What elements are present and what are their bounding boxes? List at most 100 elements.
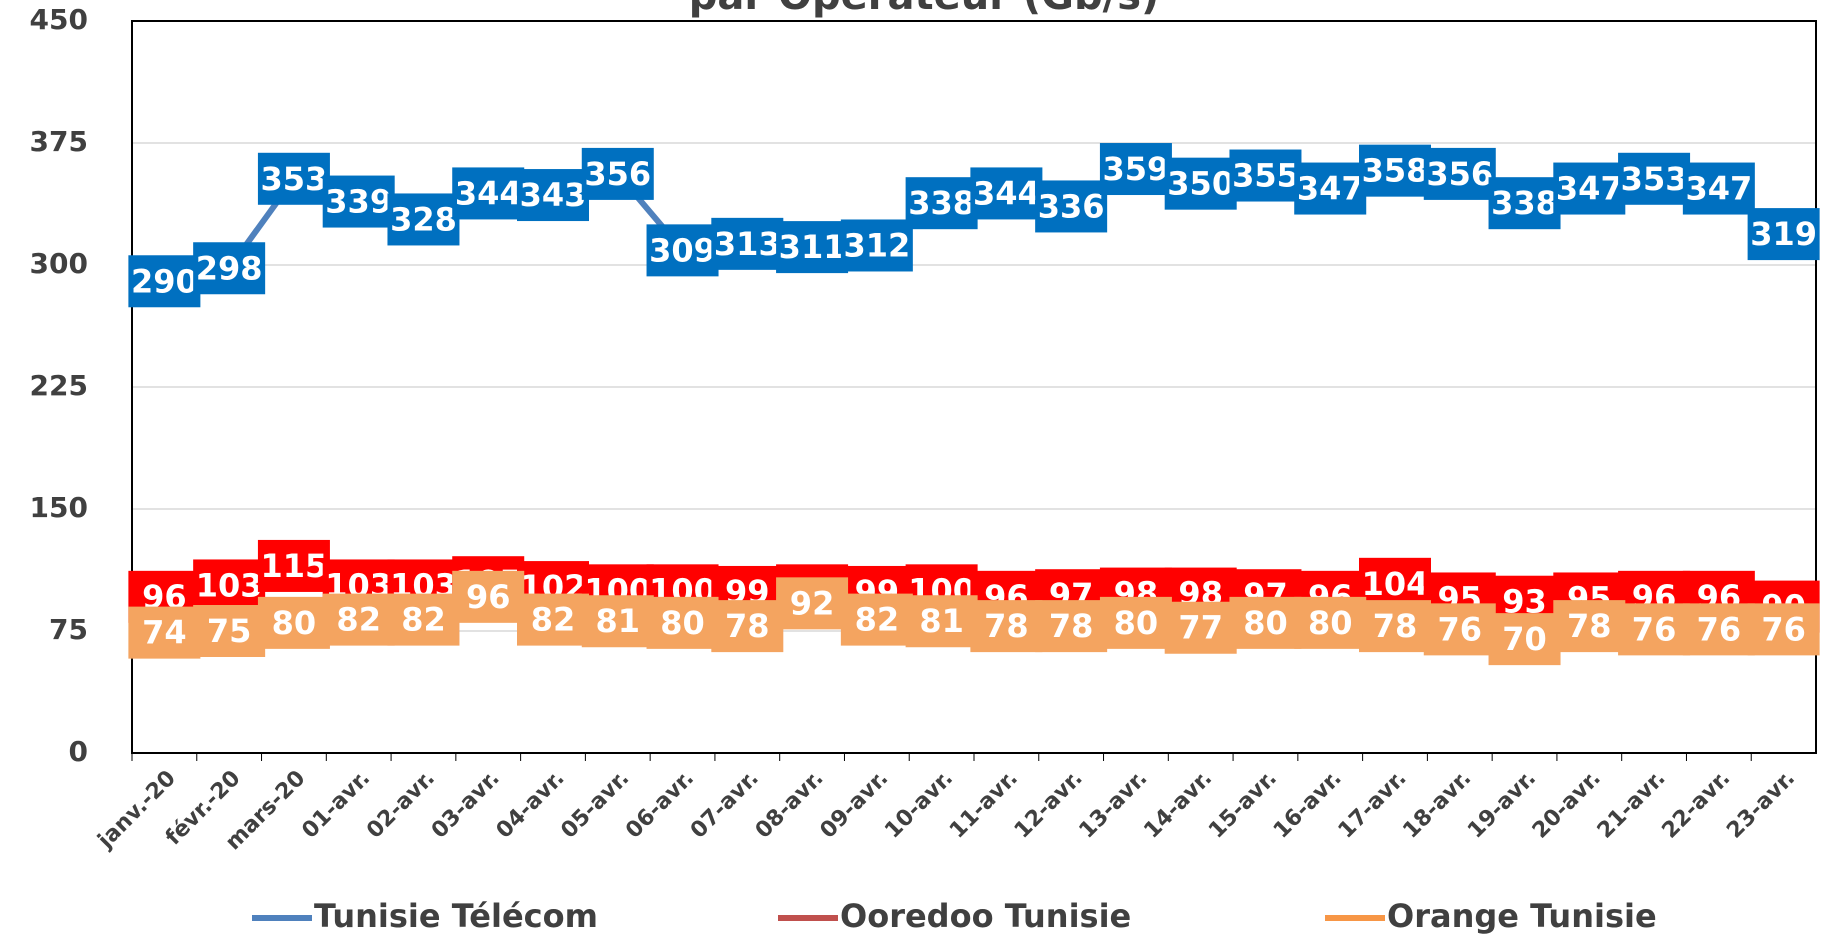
x-tick-label: 05-avr.: [556, 766, 634, 844]
value-label-box: [905, 595, 978, 648]
y-tick-label: 150: [30, 491, 88, 524]
y-tick-label: 225: [30, 369, 88, 402]
value-label-box: [1229, 149, 1302, 202]
value-label-box: [193, 559, 266, 612]
value-label: 103: [196, 566, 263, 604]
value-label: 78: [725, 607, 770, 645]
x-tick-label: 16-avr.: [1269, 766, 1347, 844]
value-label-box: [1488, 177, 1561, 230]
value-label-box: [1553, 600, 1626, 653]
value-label-box: [452, 167, 525, 220]
value-label-box: [1035, 600, 1108, 653]
value-label-box: [646, 224, 719, 277]
value-label-box: [1488, 613, 1561, 666]
value-label: 75: [207, 612, 252, 650]
value-label: 358: [1362, 152, 1429, 190]
value-label: 356: [584, 155, 651, 193]
value-label: 74: [142, 614, 187, 652]
value-label: 347: [1685, 170, 1752, 208]
value-label-box: [193, 605, 266, 657]
value-label-box: [1099, 143, 1172, 196]
legend-label: Ooredoo Tunisie: [840, 897, 1131, 935]
value-label: 359: [1103, 150, 1170, 188]
value-label: 77: [1178, 609, 1223, 647]
value-label-box: [257, 596, 330, 649]
value-label: 96: [466, 578, 511, 616]
value-label: 355: [1232, 157, 1299, 195]
value-label: 309: [649, 231, 716, 269]
value-label-box: [387, 193, 460, 246]
value-label: 343: [520, 176, 587, 214]
value-label-box: [1035, 180, 1108, 233]
value-label-box: [193, 242, 266, 295]
value-label: 313: [714, 225, 781, 263]
value-label: 290: [131, 262, 198, 300]
value-label-box: [970, 167, 1043, 220]
x-tick-label: 13-avr.: [1075, 766, 1153, 844]
value-label-box: [1618, 152, 1691, 205]
y-tick-label: 0: [69, 735, 88, 768]
value-label: 82: [855, 601, 900, 639]
value-label-box: [257, 152, 330, 205]
x-tick-label: 19-avr.: [1463, 766, 1541, 844]
value-label-box: [581, 147, 654, 200]
x-tick-label: 04-avr.: [492, 766, 570, 844]
value-label-box: [1359, 144, 1431, 197]
value-label: 311: [779, 228, 846, 266]
value-label-box: [128, 606, 201, 659]
value-label-box: [1682, 603, 1755, 656]
value-label: 344: [455, 174, 522, 212]
value-label: 336: [1038, 187, 1105, 225]
value-label-box: [517, 593, 589, 646]
value-label-box: [1423, 147, 1496, 200]
value-label-box: [1747, 603, 1820, 656]
legend-label: Orange Tunisie: [1387, 897, 1657, 935]
value-label-box: [776, 221, 849, 274]
value-label: 319: [1750, 215, 1817, 253]
value-label: 356: [1426, 155, 1493, 193]
value-label-box: [905, 177, 978, 230]
value-label: 82: [531, 601, 576, 639]
chart-title: par Opérateur (Gb/s): [689, 0, 1160, 19]
value-label-box: [1294, 162, 1367, 215]
value-label-box: [840, 593, 913, 646]
value-label: 344: [973, 174, 1040, 212]
x-tick-label: 10-avr.: [880, 766, 958, 844]
value-label: 82: [401, 601, 446, 639]
value-label: 298: [196, 249, 263, 287]
legend-label: Tunisie Télécom: [314, 897, 598, 935]
value-label-box: [776, 577, 849, 630]
value-label-box: [1553, 162, 1626, 215]
value-label: 115: [261, 547, 328, 585]
value-label-box: [1423, 603, 1496, 656]
value-label-box: [1099, 596, 1172, 649]
value-label: 353: [261, 160, 328, 198]
y-tick-label: 375: [30, 125, 88, 158]
value-label: 92: [790, 584, 835, 622]
x-tick-label: 14-avr.: [1139, 766, 1217, 844]
x-tick-label: 15-avr.: [1204, 766, 1282, 844]
value-label: 76: [1632, 610, 1677, 648]
y-tick-label: 75: [49, 613, 88, 646]
value-label-box: [322, 175, 395, 228]
value-label-box: [1229, 596, 1302, 649]
x-tick-label: 08-avr.: [751, 766, 829, 844]
value-label-box: [128, 255, 201, 308]
value-label-box: [1294, 596, 1367, 649]
x-tick-label: 02-avr.: [362, 766, 440, 844]
value-label-box: [646, 596, 719, 649]
x-tick-label: 12-avr.: [1010, 766, 1088, 844]
value-label: 80: [1243, 604, 1288, 642]
value-label: 82: [336, 601, 381, 639]
x-tick-label: 21-avr.: [1593, 766, 1671, 844]
value-label-box: [1618, 603, 1691, 656]
y-tick-label: 300: [30, 247, 88, 280]
value-label-box: [387, 593, 460, 646]
value-label-box: [1164, 157, 1237, 210]
value-label-box: [1164, 601, 1237, 654]
value-label: 78: [1567, 607, 1612, 645]
value-label: 328: [390, 200, 457, 238]
value-label: 347: [1297, 170, 1364, 208]
value-label: 78: [1373, 607, 1418, 645]
